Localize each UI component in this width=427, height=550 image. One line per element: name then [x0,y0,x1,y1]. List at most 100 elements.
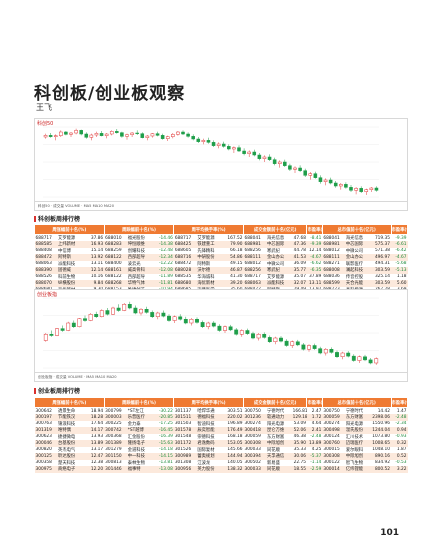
candle [200,320,205,328]
table-cell: 透景生命 [58,409,76,414]
candle-body [239,330,244,335]
candle-body [308,173,313,176]
candle-body [155,133,160,136]
table-cell: 800.52 [370,466,391,473]
table-cell: 144.94 [221,453,244,460]
table-cell: 54.86 [221,254,244,261]
table-cell: -14.46 [158,235,173,241]
table-cell: 泰林生物 [127,460,145,466]
table-cell: 联影医疗 [345,261,364,267]
table-cell: 传音控股 [345,274,364,280]
candle [122,303,127,312]
candle [364,188,369,195]
candle-body [245,330,250,334]
table-cell: -6.35 [306,267,323,274]
candle [145,135,150,141]
table-cell: 西部超导 [127,274,145,280]
candle-body [359,188,363,192]
candle [109,130,114,136]
table-cell: *ST左江 [127,409,144,414]
table-cell: 德福科技 [196,414,222,421]
candle-body [328,179,333,184]
table-cell: 49.15 [230,261,243,267]
table-cell: 纵横股份 [57,280,83,287]
table-cell: 商络电子 [57,466,83,473]
table-cell: 天孚通信 [266,453,292,460]
candle [69,132,73,137]
candle [216,142,221,149]
candle [290,340,295,348]
table-cell: 35.33 [293,447,306,453]
table-cell: 35.90 [291,440,307,447]
table-cell: 金山办公 [344,254,371,261]
candle-body [228,326,233,331]
table-cell: 艾罗能源 [197,236,215,241]
candle [120,131,124,138]
table-row: 300820 英杰电气 13.17 301279 金道科技 -14.18 301526 国际复… [35,447,408,454]
table-cell: 天合光能 [344,280,371,287]
candle [140,132,145,139]
candle [298,165,302,172]
table-cell: 创耀科技 [127,248,145,254]
table-cell: 4.25 [311,447,322,453]
candle [346,351,351,358]
table-cell: 英力股份 [196,466,222,473]
table-cell: 1.87 [396,447,407,453]
candle [105,308,110,316]
table-row: 300046 台基股份 13.89 301389 隆扬电子 -15.63 301172 君逸数… [34,440,408,447]
candle-body [374,187,379,191]
table-cell: 301137 [174,408,192,414]
table-cell: 同花顺 [266,466,292,473]
candle [288,163,292,171]
candle-body [206,322,211,327]
candle-body [191,136,195,140]
candle-body [178,316,183,320]
table-cell: 金山办公 [266,254,292,261]
candle-body [99,133,104,136]
candle-body [252,151,257,156]
candle-body [55,328,59,336]
table-cell: -4.67 [391,254,408,261]
candle [155,131,160,137]
candle-body [88,314,93,321]
table-cell: 智迪科技 [197,421,215,427]
candle-body [357,356,362,361]
candle [178,314,183,321]
table-cell: 300308 [243,440,266,447]
table-cell: 688036 [323,274,340,280]
candle [150,133,155,138]
table-cell: 坤恒顺维 [126,241,153,248]
candle-body [66,322,71,331]
candle [201,138,206,145]
table-cell: 15.14 [90,248,104,254]
candle-body [79,130,83,135]
table-cell: -16.45 [152,427,174,434]
table-cell: 同花顺 [267,447,280,453]
candle-body [211,142,216,146]
candle [130,132,134,137]
table-cell: -16.39 [158,434,173,440]
table-cell: 719.35 [374,235,390,241]
table-cell: 华海诚科 [197,274,215,280]
candle-body [284,340,289,346]
candle [237,145,241,152]
table-row: 300975 商络电子 12.20 301446 福事特 -13.08 300956 英力股份… [34,466,408,473]
table-cell: 688408 [35,248,52,254]
table-cell: 300975 [34,466,58,473]
table-cell: 中微公司 [267,261,285,267]
candle-body [161,312,166,317]
candle [160,133,165,140]
table-cell: 5.60 [391,280,408,287]
table-cell: 16.93 [82,241,105,248]
candle-body [116,307,121,311]
candle [55,328,59,337]
table-cell: 688122 [104,254,127,261]
candle-body [273,337,278,342]
candle-body [256,334,261,339]
candle-body [53,135,58,137]
table-cell: 47.36 [291,241,307,248]
candle-body [48,135,53,137]
table-cell: -12.34 [152,254,174,261]
table-cell: -2.34 [395,421,407,427]
table-cell: 688680 [173,280,197,287]
